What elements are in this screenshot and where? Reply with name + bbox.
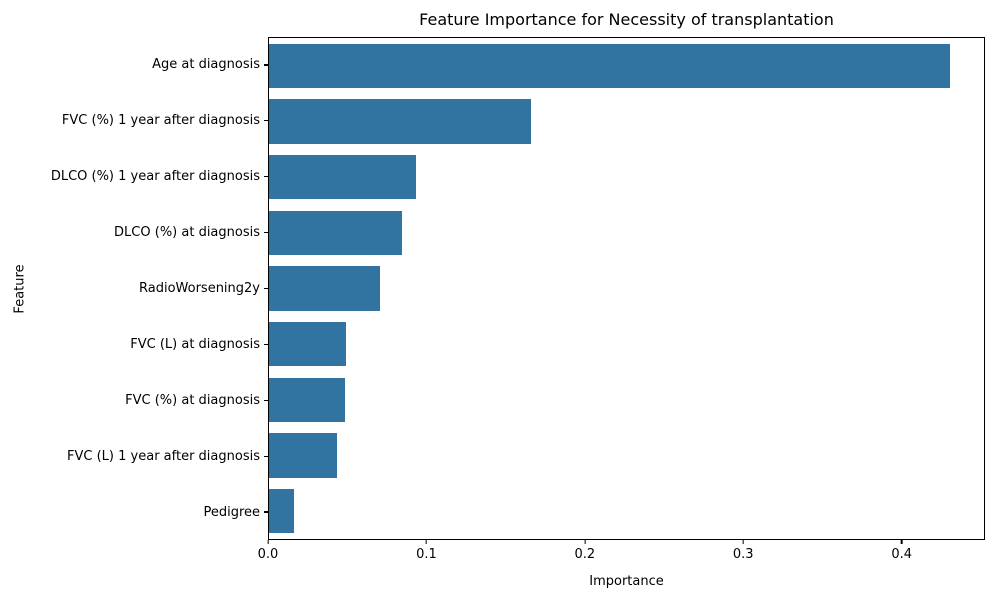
bar (269, 488, 295, 534)
bar-row (269, 428, 984, 484)
x-axis-label: Importance (589, 574, 664, 589)
x-tick-mark (584, 540, 586, 544)
bar-row (269, 372, 984, 428)
y-label-row: FVC (L) 1 year after diagnosis (0, 428, 268, 484)
y-tick-mark (264, 287, 268, 290)
x-tick-mark (742, 540, 744, 544)
y-tick-mark (264, 343, 268, 345)
y-tick-mark (264, 176, 268, 178)
bar (269, 377, 345, 423)
y-tick-mark (264, 120, 268, 122)
y-tick-label: RadioWorsening2y (139, 281, 260, 296)
x-tick: 0.3 (733, 540, 754, 562)
y-label-row: FVC (%) 1 year after diagnosis (0, 93, 268, 149)
y-tick-mark (264, 64, 268, 66)
bar-row (269, 483, 984, 539)
bar-row (269, 38, 984, 94)
y-tick-mark (264, 511, 268, 513)
x-tick: 0.0 (257, 540, 279, 562)
bar-row (269, 94, 984, 150)
x-tick: 0.2 (574, 540, 595, 562)
bar (269, 321, 347, 367)
x-tick-label: 0.1 (416, 547, 437, 562)
y-tick-label: Age at diagnosis (152, 57, 260, 73)
x-tick-label: 0.2 (574, 547, 596, 562)
bar (269, 266, 380, 311)
y-tick-label: FVC (%) 1 year after diagnosis (61, 113, 260, 129)
x-tick-label: 0.4 (891, 547, 913, 562)
y-label-row: FVC (L) at diagnosis (0, 316, 268, 372)
bar (269, 99, 532, 144)
plot-area (268, 37, 985, 540)
bar-row (269, 149, 984, 205)
y-tick-label: DLCO (%) 1 year after diagnosis (50, 169, 260, 185)
x-tick-mark (901, 540, 903, 544)
y-tick-mark (264, 232, 268, 234)
bar-row (269, 316, 984, 372)
y-label-row: Age at diagnosis (0, 37, 268, 93)
y-tick-mark (264, 399, 268, 401)
bar (269, 154, 416, 200)
y-label-row: Pedigree (0, 484, 268, 540)
y-label-row: FVC (%) at diagnosis (0, 372, 268, 428)
y-tick-mark (264, 455, 268, 457)
chart-title: Feature Importance for Necessity of tran… (419, 10, 834, 29)
bar (269, 43, 950, 89)
y-label-row: DLCO (%) 1 year after diagnosis (0, 149, 268, 205)
bar (269, 210, 402, 256)
y-label-row: RadioWorsening2y (0, 261, 268, 317)
x-tick-mark (267, 540, 269, 544)
y-tick-labels: Age at diagnosis FVC (%) 1 year after dia… (0, 37, 268, 540)
y-label-row: DLCO (%) at diagnosis (0, 205, 268, 261)
y-tick-label: DLCO (%) at diagnosis (114, 225, 260, 241)
x-tick-mark (425, 540, 427, 544)
x-axis-ticks: 0.0 0.1 0.2 0.3 0.4 (258, 540, 985, 570)
bar-row (269, 205, 984, 261)
y-tick-label: FVC (%) at diagnosis (125, 392, 260, 408)
x-tick: 0.4 (891, 540, 912, 562)
bar (269, 433, 337, 478)
y-tick-label: Pedigree (203, 504, 260, 520)
x-tick-label: 0.0 (257, 547, 279, 562)
y-tick-label: FVC (L) at diagnosis (130, 336, 260, 352)
y-tick-label: FVC (L) 1 year after diagnosis (67, 448, 260, 464)
bar-row (269, 261, 984, 317)
x-tick: 0.1 (416, 540, 437, 562)
x-tick-label: 0.3 (732, 547, 754, 562)
